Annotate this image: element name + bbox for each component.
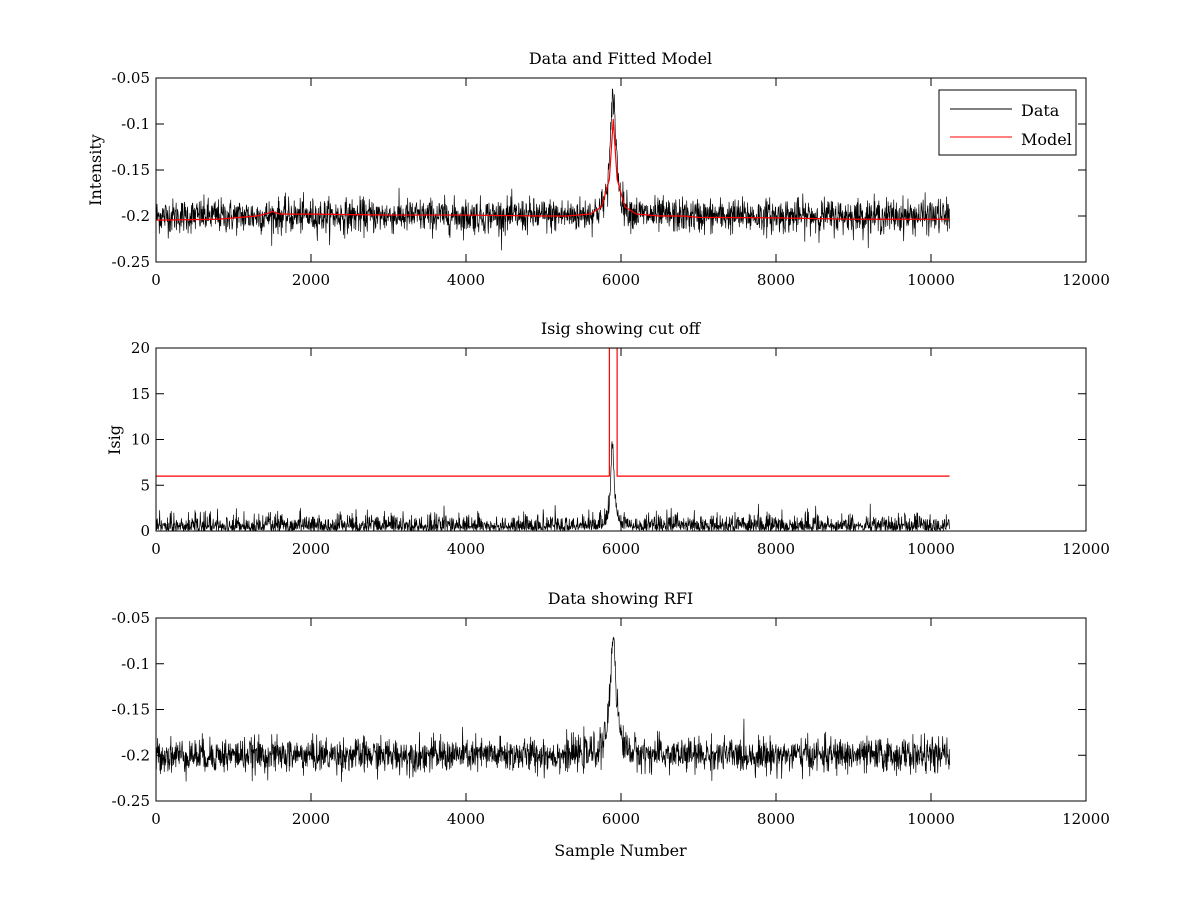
plot-area: 0 2000 4000 6000 8000 10000 12000 -0.05 -0.1 -0.1… — [112, 609, 1110, 828]
legend-box — [938, 89, 1077, 156]
y-tick-label: 5 — [140, 476, 150, 494]
x-tick-label: 0 — [151, 810, 161, 828]
y-tick-label: -0.2 — [121, 207, 150, 225]
y-tick-label: -0.25 — [112, 253, 150, 271]
x-tick-label: 2000 — [292, 271, 330, 289]
x-tick-label: 10000 — [907, 271, 955, 289]
legend-label-model: Model — [1021, 130, 1072, 149]
x-tick-label: 8000 — [757, 271, 795, 289]
series-data — [156, 88, 950, 251]
y-tick-label: 0 — [140, 522, 150, 540]
y-tick-label: 20 — [131, 339, 150, 357]
series-model — [156, 118, 950, 221]
panel-isig-showing-cut-off: Isig showing cut off Isig 0 2000 4000 6000 8… — [105, 319, 1110, 558]
x-tick-label: 12000 — [1062, 271, 1110, 289]
x-tick-label: 8000 — [757, 540, 795, 558]
y-tick-label: -0.15 — [112, 701, 150, 719]
series-layer — [156, 88, 950, 251]
panel-title: Isig showing cut off — [541, 319, 702, 338]
x-tick-label: 6000 — [602, 810, 640, 828]
x-tick-label: 4000 — [447, 810, 485, 828]
panel-data-and-fitted-model: Data and Fitted Model Intensity 0 2000 400… — [86, 49, 1110, 289]
y-tick-label: -0.2 — [121, 746, 150, 764]
y-tick-label: -0.1 — [121, 655, 150, 673]
panel-data-showing-rfi: Data showing RFI Sample Number 0 2000 4000… — [112, 589, 1110, 860]
x-tick-label: 8000 — [757, 810, 795, 828]
series-line-0 — [156, 441, 950, 531]
series-line-1 — [156, 348, 950, 477]
panel-title: Data showing RFI — [548, 589, 693, 608]
x-tick-label: 2000 — [292, 540, 330, 558]
y-tick-label: -0.05 — [112, 609, 150, 627]
x-tick-label: 0 — [151, 540, 161, 558]
y-tick-label: -0.15 — [112, 161, 150, 179]
y-tick-label: 10 — [131, 431, 150, 449]
x-tick-label: 10000 — [907, 540, 955, 558]
x-tick-label: 10000 — [907, 810, 955, 828]
legend-label-data: Data — [1021, 101, 1060, 120]
x-tick-label: 4000 — [447, 271, 485, 289]
plot-area: 0 2000 4000 6000 8000 10000 12000 0 5 10 15 20 — [131, 339, 1110, 558]
series-layer — [156, 348, 950, 531]
series-line-0 — [156, 636, 950, 782]
x-tick-label: 6000 — [602, 540, 640, 558]
y-axis-label: Isig — [105, 425, 124, 455]
y-tick-label: 15 — [131, 385, 150, 403]
panel-title: Data and Fitted Model — [529, 49, 712, 68]
x-tick-label: 12000 — [1062, 540, 1110, 558]
y-tick-label: -0.25 — [112, 792, 150, 810]
x-tick-label: 6000 — [602, 271, 640, 289]
x-axis-label: Sample Number — [554, 841, 687, 860]
x-tick-label: 2000 — [292, 810, 330, 828]
x-tick-label: 4000 — [447, 540, 485, 558]
legend: Data Model — [938, 89, 1077, 156]
y-tick-label: -0.1 — [121, 115, 150, 133]
x-tick-label: 0 — [151, 271, 161, 289]
y-tick-label: -0.05 — [112, 69, 150, 87]
x-tick-label: 12000 — [1062, 810, 1110, 828]
series-layer — [156, 636, 950, 782]
y-axis-label: Intensity — [86, 134, 105, 206]
plot-area: 0 2000 4000 6000 8000 10000 12000 -0.05 -0.1 -0.1… — [112, 69, 1110, 289]
